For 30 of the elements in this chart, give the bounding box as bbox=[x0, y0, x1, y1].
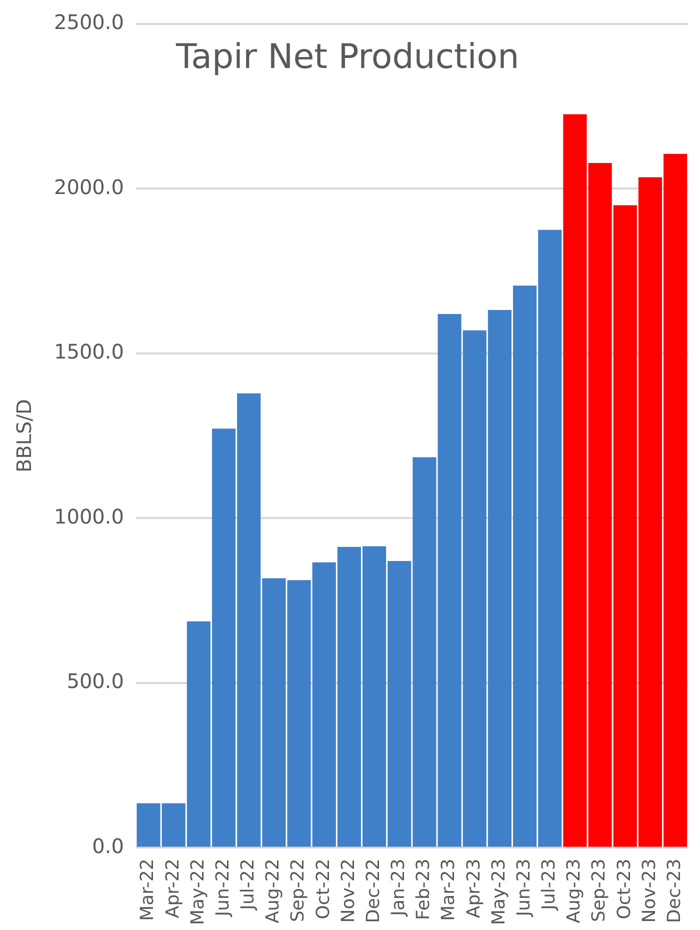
y-tick-label: 0.0 bbox=[92, 834, 124, 858]
x-tick-label: Jul-22 bbox=[238, 858, 259, 911]
x-tick-label: Jun-23 bbox=[513, 858, 534, 918]
x-tick-label: Apr-22 bbox=[162, 858, 184, 918]
x-tick-label: Apr-23 bbox=[463, 858, 484, 918]
x-tick-label: Sep-23 bbox=[588, 858, 610, 922]
x-tick-label: Aug-23 bbox=[564, 858, 585, 924]
y-tick-label: 2500.0 bbox=[54, 10, 124, 34]
x-tick-label: Sep-22 bbox=[288, 858, 309, 922]
y-tick-label: 1000.0 bbox=[54, 504, 124, 528]
x-tick-label: Mar-22 bbox=[137, 858, 158, 921]
x-tick-label: Feb-23 bbox=[413, 858, 434, 920]
x-tick-label: Jan-23 bbox=[388, 858, 410, 917]
x-tick-label: Oct-22 bbox=[312, 858, 334, 920]
x-tick-label: Dec-23 bbox=[664, 858, 685, 923]
x-tick-label: May-22 bbox=[187, 858, 208, 925]
x-tick-label: Aug-22 bbox=[262, 858, 284, 924]
y-tick-label: 2000.0 bbox=[54, 174, 124, 199]
x-tick-label: Jun-22 bbox=[212, 858, 234, 918]
x-tick-label: Jul-23 bbox=[538, 858, 560, 911]
x-tick-label: Oct-23 bbox=[614, 858, 635, 920]
y-axis-title: BBLS/D bbox=[12, 399, 36, 473]
chart-title: Tapir Net Production bbox=[174, 36, 520, 77]
x-tick-label: Mar-23 bbox=[438, 858, 460, 921]
x-tick-label: Dec-22 bbox=[362, 858, 384, 923]
x-tick-label: May-23 bbox=[488, 858, 510, 925]
x-tick-label: Nov-23 bbox=[638, 858, 660, 923]
y-tick-label: 500.0 bbox=[66, 669, 124, 694]
y-tick-label: 1500.0 bbox=[54, 340, 124, 364]
x-tick-label: Nov-22 bbox=[338, 858, 359, 923]
